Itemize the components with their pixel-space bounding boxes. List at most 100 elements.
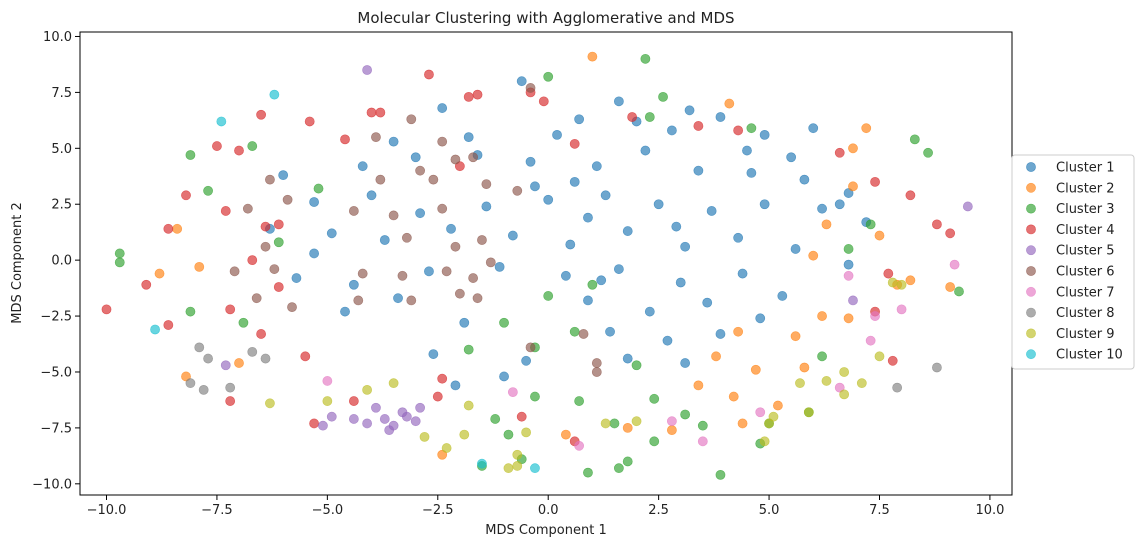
- data-point-cluster-2: [234, 358, 244, 368]
- data-point-cluster-1: [777, 291, 788, 301]
- data-point-cluster-1: [706, 206, 717, 216]
- data-point-cluster-1: [680, 358, 691, 368]
- data-point-cluster-5: [415, 402, 426, 413]
- data-point-cluster-6: [441, 266, 452, 277]
- data-point-cluster-9: [322, 396, 333, 406]
- data-point-cluster-1: [428, 349, 439, 359]
- data-point-cluster-9: [503, 463, 514, 474]
- data-point-cluster-3: [530, 391, 540, 402]
- data-point-cluster-4: [260, 221, 271, 232]
- data-point-cluster-9: [600, 418, 611, 429]
- data-point-cluster-1: [309, 248, 319, 259]
- data-point-cluster-9: [768, 411, 779, 422]
- chart-title: Molecular Clustering with Agglomerative …: [357, 9, 734, 27]
- data-point-cluster-1: [494, 261, 505, 272]
- data-point-cluster-6: [406, 114, 417, 125]
- data-point-cluster-4: [212, 141, 222, 151]
- data-point-cluster-3: [583, 467, 593, 478]
- data-point-cluster-9: [896, 279, 907, 290]
- data-point-cluster-6: [454, 288, 465, 299]
- data-point-cluster-5: [388, 420, 399, 431]
- data-point-cluster-2: [172, 223, 183, 234]
- data-point-cluster-1: [481, 201, 492, 212]
- data-point-cluster-2: [666, 425, 677, 436]
- data-point-cluster-1: [613, 264, 624, 274]
- data-point-cluster-6: [353, 295, 364, 306]
- legend-marker-cluster-4: [1026, 224, 1036, 235]
- data-point-cluster-7: [865, 335, 876, 346]
- legend-label-cluster-5: Cluster 5: [1056, 244, 1115, 259]
- data-point-cluster-6: [242, 203, 253, 214]
- data-point-cluster-2: [843, 313, 854, 324]
- data-point-cluster-1: [755, 313, 766, 324]
- y-tick-label: −10.0: [32, 477, 72, 492]
- data-point-cluster-3: [613, 463, 624, 474]
- legend-marker-cluster-3: [1026, 203, 1036, 214]
- legend-marker-cluster-1: [1026, 162, 1036, 172]
- legend: Cluster 1 Cluster 2 Cluster 3 Cluster 4 Clus…: [1011, 154, 1135, 370]
- data-point-cluster-2: [790, 331, 801, 342]
- data-point-cluster-2: [821, 219, 832, 230]
- data-point-cluster-5: [379, 414, 390, 424]
- data-point-cluster-4: [300, 351, 311, 362]
- data-point-cluster-4: [273, 282, 284, 292]
- data-point-cluster-1: [521, 355, 532, 366]
- data-point-cluster-9: [874, 351, 885, 362]
- data-point-cluster-1: [446, 223, 456, 234]
- data-point-cluster-1: [786, 152, 797, 163]
- data-point-cluster-10: [269, 89, 280, 100]
- data-point-cluster-1: [671, 221, 682, 232]
- data-point-cluster-3: [569, 326, 580, 337]
- data-point-cluster-2: [728, 391, 739, 402]
- data-point-cluster-1: [340, 306, 350, 317]
- data-point-cluster-8: [203, 353, 213, 364]
- data-point-cluster-5: [371, 402, 381, 413]
- data-point-cluster-8: [892, 382, 903, 393]
- data-point-cluster-4: [627, 112, 638, 122]
- data-point-cluster-1: [759, 129, 770, 140]
- y-axis-ticks: −10.0 −7.5 −5.0 −2.5 0.0 2.5 5.0 7.5 10.0: [32, 30, 80, 492]
- data-point-cluster-7: [870, 311, 880, 321]
- x-tick-label: 2.5: [648, 503, 669, 518]
- data-point-cluster-6: [428, 174, 439, 185]
- data-point-cluster-1: [379, 235, 390, 245]
- y-tick-label: −5.0: [40, 365, 72, 380]
- data-point-cluster-1: [569, 176, 580, 187]
- data-point-cluster-6: [348, 206, 359, 216]
- data-point-cluster-1: [574, 114, 585, 125]
- data-point-cluster-4: [181, 190, 191, 201]
- data-point-cluster-5: [410, 416, 421, 427]
- data-point-cluster-6: [265, 174, 275, 185]
- data-point-cluster-2: [724, 98, 735, 109]
- legend-label-cluster-7: Cluster 7: [1056, 285, 1115, 300]
- data-point-cluster-3: [746, 123, 757, 134]
- legend-label-cluster-6: Cluster 6: [1056, 265, 1115, 280]
- data-point-cluster-6: [525, 342, 536, 353]
- data-point-cluster-4: [163, 320, 174, 330]
- data-point-cluster-4: [141, 279, 152, 290]
- data-point-cluster-4: [569, 138, 580, 149]
- data-point-cluster-1: [680, 241, 691, 252]
- legend-box: [1011, 154, 1135, 370]
- data-point-cluster-6: [388, 210, 399, 221]
- data-point-cluster-6: [406, 295, 417, 306]
- y-tick-label: 5.0: [51, 142, 72, 157]
- y-tick-label: −2.5: [40, 310, 72, 325]
- y-axis-label: MDS Component 2: [10, 202, 25, 324]
- data-point-cluster-9: [388, 378, 399, 389]
- data-point-cluster-6: [485, 257, 496, 268]
- data-point-cluster-1: [666, 125, 677, 136]
- data-point-cluster-7: [666, 416, 677, 427]
- legend-marker-cluster-9: [1026, 328, 1036, 339]
- data-point-cluster-2: [711, 351, 721, 362]
- data-point-cluster-4: [234, 145, 244, 156]
- data-point-cluster-3: [313, 183, 324, 194]
- data-point-cluster-4: [247, 255, 258, 266]
- data-point-cluster-1: [702, 297, 713, 308]
- data-point-cluster-3: [273, 237, 284, 248]
- data-point-cluster-1: [591, 161, 602, 172]
- data-point-cluster-1: [684, 105, 695, 116]
- data-point-cluster-1: [799, 174, 810, 185]
- data-point-cluster-10: [150, 324, 160, 335]
- y-tick-label: 10.0: [43, 30, 72, 45]
